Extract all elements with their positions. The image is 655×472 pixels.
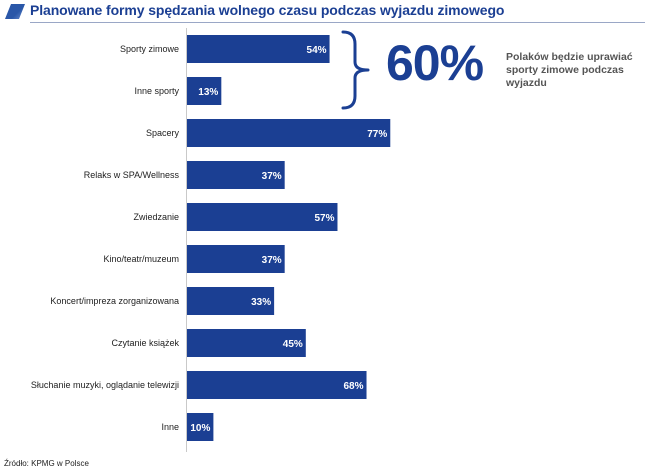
bar-1 [187, 35, 330, 63]
category-label: Sporty zimowe [120, 44, 179, 54]
bar-4 [187, 161, 285, 189]
bar-8 [187, 329, 306, 357]
bar-7 [187, 287, 275, 315]
category-label: Koncert/impreza zorganizowana [50, 296, 179, 306]
bar-10 [187, 413, 214, 441]
callout-text: Polaków będzie uprawiać sporty zimowe po… [506, 51, 633, 89]
category-label: Kino/teatr/muzeum [103, 254, 179, 264]
value-label: 13% [198, 87, 218, 98]
callout-value: 60% [386, 35, 484, 91]
bar-9 [187, 371, 367, 399]
source-note: Źródło: KPMG w Polsce [4, 459, 89, 468]
value-label: 77% [367, 129, 387, 140]
category-label: Inne [161, 422, 179, 432]
category-label: Inne sporty [134, 86, 179, 96]
chart-header: Planowane formy spędzania wolnego czasu … [0, 0, 655, 26]
bar-5 [187, 203, 338, 231]
bar-3 [187, 119, 391, 147]
bar-2 [187, 77, 222, 105]
bar-6 [187, 245, 285, 273]
category-label: Czytanie książek [111, 338, 179, 348]
value-label: 33% [251, 297, 271, 308]
value-label: 57% [314, 213, 334, 224]
value-label: 37% [262, 171, 282, 182]
value-label: 54% [307, 45, 327, 56]
category-label: Relaks w SPA/Wellness [84, 170, 180, 180]
title-marker-icon [5, 4, 25, 19]
callout-brace [341, 30, 370, 110]
category-label: Słuchanie muzyki, oglądanie telewizji [31, 380, 179, 390]
value-label: 68% [344, 381, 364, 392]
category-label: Zwiedzanie [133, 212, 179, 222]
title-divider [30, 22, 645, 23]
value-label: 37% [262, 255, 282, 266]
chart-title: Planowane formy spędzania wolnego czasu … [30, 2, 505, 18]
value-label: 10% [190, 423, 210, 434]
value-label: 45% [283, 339, 303, 350]
category-label: Spacery [146, 128, 180, 138]
